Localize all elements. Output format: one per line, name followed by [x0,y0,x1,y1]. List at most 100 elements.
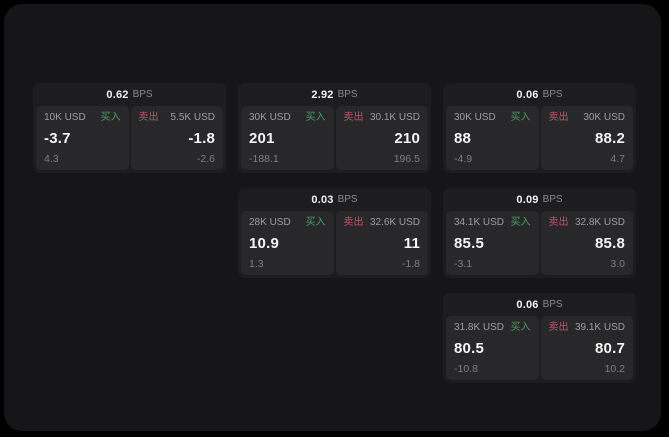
buy-price-value: 10.9 [249,235,279,252]
sell-tag: 卖出 [548,112,569,123]
bps-unit-label: BPS [132,89,153,100]
buy-panel[interactable]: 34.1K USD 买入 85.5 -3.1 [446,211,539,275]
sell-panel[interactable]: 卖出 30K USD 88.2 4.7 [540,106,633,170]
sell-tag: 卖出 [548,322,569,333]
sell-tag: 卖出 [343,217,364,228]
card-header: 0.03 BPS [241,188,428,211]
buy-sub-value: 4.3 [44,153,59,165]
sell-tag: 卖出 [343,112,364,123]
buy-tag: 买入 [510,217,531,228]
sell-panel-header: 卖出 32.6K USD [344,217,421,229]
sell-size-label: 5.5K USD [170,112,215,123]
quote-card: 0.62 BPS 10K USD 买入 -3.7 4.3 卖出 5.5K USD… [33,83,226,173]
card-header: 2.92 BPS [241,83,428,106]
buy-panel-header: 34.1K USD 买入 [454,217,531,229]
bps-value: 0.06 [516,88,539,101]
card-header: 0.09 BPS [446,188,633,211]
buy-panel[interactable]: 30K USD 买入 201 -188.1 [241,106,334,170]
quote-panels: 30K USD 买入 201 -188.1 卖出 30.1K USD 210 1… [241,106,428,170]
quote-card: 2.92 BPS 30K USD 买入 201 -188.1 卖出 30.1K … [238,83,431,173]
bps-unit-label: BPS [542,299,563,310]
app-canvas: 0.62 BPS 10K USD 买入 -3.7 4.3 卖出 5.5K USD… [4,4,661,431]
buy-size-label: 31.8K USD [454,322,505,333]
bps-unit-label: BPS [542,194,563,205]
sell-panel-header: 卖出 39.1K USD [549,322,626,334]
sell-sub-value: -2.6 [196,153,215,165]
quote-card: 0.06 BPS 31.8K USD 买入 80.5 -10.8 卖出 39.1… [443,293,636,383]
card-header: 0.06 BPS [446,293,633,316]
buy-panel-header: 30K USD 买入 [454,112,531,124]
sell-price-value: 88.2 [595,130,625,147]
buy-size-label: 28K USD [249,217,291,228]
buy-size-label: 34.1K USD [454,217,505,228]
buy-panel[interactable]: 31.8K USD 买入 80.5 -10.8 [446,316,539,380]
sell-panel[interactable]: 卖出 32.6K USD 11 -1.8 [335,211,428,275]
sell-panel[interactable]: 卖出 32.8K USD 85.8 3.0 [540,211,633,275]
buy-price-value: 85.5 [454,235,484,252]
quote-card: 0.09 BPS 34.1K USD 买入 85.5 -3.1 卖出 32.8K… [443,188,636,278]
buy-tag: 买入 [305,217,326,228]
buy-tag: 买入 [510,322,531,333]
buy-tag: 买入 [305,112,326,123]
buy-sub-value: 1.3 [249,258,264,270]
buy-sub-value: -188.1 [249,153,279,165]
bps-value: 0.06 [516,298,539,311]
buy-price-value: 80.5 [454,340,484,357]
bps-value: 2.92 [311,88,334,101]
sell-sub-value: 196.5 [393,153,420,165]
sell-panel-header: 卖出 30K USD [549,112,626,124]
sell-size-label: 39.1K USD [574,322,625,333]
buy-panel-header: 10K USD 买入 [44,112,121,124]
bps-unit-label: BPS [337,89,358,100]
sell-panel[interactable]: 卖出 39.1K USD 80.7 10.2 [540,316,633,380]
sell-price-value: -1.8 [188,130,215,147]
buy-tag: 买入 [510,112,531,123]
sell-price-value: 85.8 [595,235,625,252]
buy-price-value: 88 [454,130,472,147]
sell-panel[interactable]: 卖出 30.1K USD 210 196.5 [335,106,428,170]
sell-sub-value: 10.2 [604,363,625,375]
bps-value: 0.09 [516,193,539,206]
buy-panel[interactable]: 10K USD 买入 -3.7 4.3 [36,106,129,170]
sell-panel-header: 卖出 5.5K USD [139,112,216,124]
card-header: 0.06 BPS [446,83,633,106]
quote-card: 0.03 BPS 28K USD 买入 10.9 1.3 卖出 32.6K US… [238,188,431,278]
buy-panel-header: 31.8K USD 买入 [454,322,531,334]
sell-size-label: 30.1K USD [369,112,420,123]
sell-tag: 卖出 [548,217,569,228]
buy-sub-value: -3.1 [454,258,473,270]
buy-sub-value: -4.9 [454,153,473,165]
quotes-grid: 0.62 BPS 10K USD 买入 -3.7 4.3 卖出 5.5K USD… [33,83,636,383]
buy-size-label: 10K USD [44,112,86,123]
sell-price-value: 80.7 [595,340,625,357]
quote-panels: 31.8K USD 买入 80.5 -10.8 卖出 39.1K USD 80.… [446,316,633,380]
sell-panel-header: 卖出 30.1K USD [344,112,421,124]
buy-panel[interactable]: 30K USD 买入 88 -4.9 [446,106,539,170]
sell-size-label: 32.6K USD [369,217,420,228]
bps-unit-label: BPS [337,194,358,205]
buy-size-label: 30K USD [454,112,496,123]
quote-card: 0.06 BPS 30K USD 买入 88 -4.9 卖出 30K USD 8… [443,83,636,173]
buy-tag: 买入 [100,112,121,123]
sell-size-label: 30K USD [583,112,625,123]
quote-panels: 28K USD 买入 10.9 1.3 卖出 32.6K USD 11 -1.8 [241,211,428,275]
sell-sub-value: 4.7 [610,153,625,165]
sell-sub-value: -1.8 [401,258,420,270]
sell-panel[interactable]: 卖出 5.5K USD -1.8 -2.6 [130,106,223,170]
bps-value: 0.03 [311,193,334,206]
sell-sub-value: 3.0 [610,258,625,270]
sell-price-value: 210 [394,130,420,147]
buy-price-value: -3.7 [44,130,71,147]
card-header: 0.62 BPS [36,83,223,106]
quote-panels: 30K USD 买入 88 -4.9 卖出 30K USD 88.2 4.7 [446,106,633,170]
sell-price-value: 11 [403,235,420,252]
buy-panel[interactable]: 28K USD 买入 10.9 1.3 [241,211,334,275]
buy-panel-header: 28K USD 买入 [249,217,326,229]
quote-panels: 10K USD 买入 -3.7 4.3 卖出 5.5K USD -1.8 -2.… [36,106,223,170]
buy-size-label: 30K USD [249,112,291,123]
buy-sub-value: -10.8 [454,363,478,375]
quote-panels: 34.1K USD 买入 85.5 -3.1 卖出 32.8K USD 85.8… [446,211,633,275]
bps-unit-label: BPS [542,89,563,100]
bps-value: 0.62 [106,88,129,101]
sell-tag: 卖出 [138,112,159,123]
